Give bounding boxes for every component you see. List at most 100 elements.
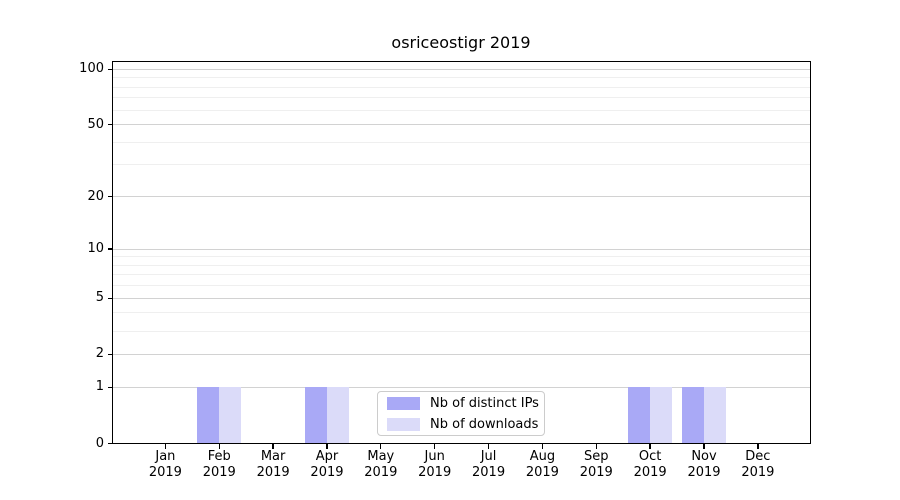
legend-label-distinct-ips: Nb of distinct IPs: [430, 395, 539, 411]
y-minor-gridline: [113, 109, 810, 111]
y-axis-tick: [107, 442, 113, 445]
y-axis-label: 2: [95, 346, 104, 362]
x-axis-label: Sep 2019: [556, 449, 636, 481]
x-tick-month: Jun: [424, 449, 445, 464]
y-axis-label: 50: [87, 116, 104, 132]
bar-apr-distinct-ips: [305, 387, 327, 444]
x-axis-tick: [703, 444, 705, 449]
y-axis-tick: [107, 248, 113, 250]
legend: Nb of distinct IPs Nb of downloads: [377, 391, 545, 436]
bar-feb-distinct-ips: [197, 387, 220, 444]
x-tick-month: Oct: [638, 449, 662, 464]
y-axis-label: 0: [95, 435, 104, 451]
x-axis-tick: [649, 444, 651, 449]
x-axis-label: Dec 2019: [718, 449, 798, 481]
x-tick-month: Aug: [529, 449, 556, 464]
y-axis-label: 10: [87, 241, 104, 256]
legend-label-downloads: Nb of downloads: [430, 416, 539, 432]
y-minor-gridline: [113, 264, 810, 266]
x-tick-month: Jan: [155, 449, 176, 464]
y-axis-tick: [107, 195, 113, 198]
y-minor-gridline: [113, 77, 810, 79]
y-minor-gridline: [113, 330, 810, 332]
legend-item-distinct-ips: Nb of distinct IPs: [387, 395, 539, 411]
y-axis-label: 1: [95, 379, 104, 395]
x-axis-tick: [218, 444, 220, 449]
x-axis-label: Jul 2019: [449, 449, 529, 481]
bar-oct-downloads: [650, 387, 672, 444]
x-tick-month: Dec: [745, 449, 771, 464]
bar-apr-downloads: [326, 387, 349, 444]
x-axis-tick: [595, 444, 597, 449]
x-tick-year: 2019: [310, 465, 344, 480]
y-minor-gridline: [113, 97, 810, 99]
legend-item-downloads: Nb of downloads: [387, 416, 539, 432]
x-axis-tick: [164, 444, 167, 449]
y-minor-gridline: [113, 164, 810, 166]
y-minor-gridline: [113, 285, 810, 287]
x-tick-year: 2019: [472, 465, 506, 480]
chart-title: osriceostigr 2019: [391, 33, 531, 52]
x-axis-label: Nov 2019: [664, 449, 744, 481]
y-major-gridline: [113, 248, 810, 250]
y-minor-gridline: [113, 256, 810, 258]
legend-swatch-downloads-icon: [387, 417, 420, 431]
y-major-gridline: [113, 353, 810, 355]
y-major-gridline: [113, 386, 810, 388]
x-axis-label: May 2019: [341, 449, 421, 481]
y-major-gridline: [113, 196, 810, 198]
y-major-gridline: [113, 124, 810, 126]
bar-nov-distinct-ips: [682, 387, 704, 444]
x-tick-year: 2019: [633, 465, 667, 480]
y-axis-label: 100: [79, 61, 104, 77]
y-axis-tick: [107, 297, 113, 299]
x-tick-month: May: [367, 449, 395, 464]
x-tick-year: 2019: [418, 465, 452, 480]
x-tick-month: Sep: [584, 449, 609, 464]
x-axis-tick: [434, 444, 436, 449]
legend-swatch-distinct-ips-icon: [387, 396, 420, 410]
x-tick-year: 2019: [364, 465, 398, 480]
y-major-gridline: [113, 297, 810, 299]
y-axis-tick: [107, 386, 113, 388]
x-tick-year: 2019: [525, 465, 559, 480]
x-axis-label: Mar 2019: [233, 449, 313, 481]
x-tick-month: Mar: [260, 449, 286, 464]
bar-feb-downloads: [219, 387, 242, 444]
x-axis-tick: [757, 444, 759, 449]
x-tick-month: Nov: [691, 449, 717, 464]
y-minor-gridline: [113, 86, 810, 88]
x-tick-year: 2019: [148, 465, 182, 480]
x-axis-tick: [380, 444, 382, 449]
x-axis-tick: [487, 444, 490, 449]
y-axis-label: 5: [95, 290, 104, 306]
x-axis-tick: [272, 444, 274, 449]
x-tick-year: 2019: [741, 465, 775, 480]
bar-oct-distinct-ips: [628, 387, 651, 444]
y-major-gridline: [113, 68, 810, 70]
y-axis-tick: [107, 68, 113, 70]
x-tick-year: 2019: [256, 465, 290, 480]
x-axis-label: Apr 2019: [287, 449, 367, 481]
x-tick-year: 2019: [687, 465, 721, 480]
y-axis-tick: [107, 353, 113, 356]
x-axis-label: Feb 2019: [179, 449, 259, 481]
x-axis-label: Jan 2019: [125, 449, 205, 481]
x-tick-month: Feb: [207, 449, 231, 464]
x-axis-tick: [541, 444, 544, 449]
y-minor-gridline: [113, 274, 810, 276]
x-axis-tick: [326, 444, 328, 449]
x-axis-label: Oct 2019: [610, 449, 690, 481]
y-minor-gridline: [113, 141, 810, 143]
x-tick-year: 2019: [579, 465, 613, 480]
bar-nov-downloads: [704, 387, 726, 444]
y-minor-gridline: [113, 312, 810, 314]
x-tick-month: Apr: [315, 449, 339, 464]
y-axis-tick: [107, 123, 113, 126]
y-axis-label: 20: [87, 188, 104, 204]
x-axis-label: Aug 2019: [502, 449, 582, 481]
x-tick-month: Jul: [480, 449, 497, 464]
x-tick-year: 2019: [202, 465, 236, 480]
